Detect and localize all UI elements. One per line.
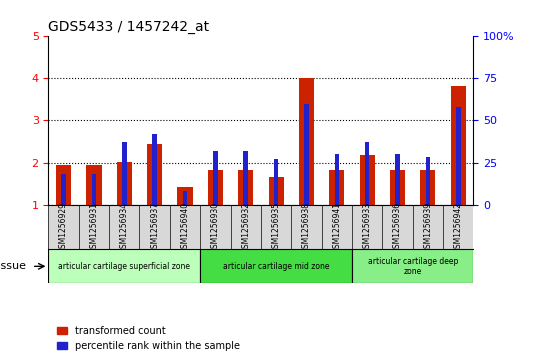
Bar xyxy=(122,142,126,205)
Bar xyxy=(329,170,344,205)
Text: tissue: tissue xyxy=(0,261,27,271)
Bar xyxy=(91,174,96,205)
Text: GSM1256934: GSM1256934 xyxy=(120,201,129,253)
Bar xyxy=(365,142,370,205)
Text: GSM1256940: GSM1256940 xyxy=(181,201,189,253)
Bar xyxy=(147,144,162,205)
Bar xyxy=(56,166,71,205)
Bar xyxy=(456,107,461,205)
Text: GSM1256935: GSM1256935 xyxy=(272,201,281,253)
Text: GDS5433 / 1457242_at: GDS5433 / 1457242_at xyxy=(48,20,209,34)
Bar xyxy=(183,191,187,205)
Text: GSM1256941: GSM1256941 xyxy=(332,201,341,253)
Text: GSM1256942: GSM1256942 xyxy=(454,201,463,253)
Bar xyxy=(426,158,430,205)
Bar xyxy=(238,170,253,205)
Bar xyxy=(352,249,473,283)
Bar xyxy=(200,249,352,283)
Bar xyxy=(61,174,66,205)
Bar xyxy=(395,154,400,205)
Bar xyxy=(451,86,466,205)
Bar xyxy=(299,78,314,205)
Bar xyxy=(359,155,375,205)
Text: GSM1256937: GSM1256937 xyxy=(150,201,159,253)
Text: GSM1256930: GSM1256930 xyxy=(211,201,220,253)
Legend: transformed count, percentile rank within the sample: transformed count, percentile rank withi… xyxy=(53,322,244,355)
Text: GSM1256936: GSM1256936 xyxy=(393,201,402,253)
Bar xyxy=(335,154,339,205)
Bar xyxy=(274,159,278,205)
Text: articular cartilage mid zone: articular cartilage mid zone xyxy=(223,262,329,271)
Bar xyxy=(244,151,248,205)
Text: articular cartilage superficial zone: articular cartilage superficial zone xyxy=(58,262,190,271)
Bar xyxy=(390,170,405,205)
Text: GSM1256931: GSM1256931 xyxy=(89,201,98,253)
Bar xyxy=(208,170,223,205)
Text: GSM1256932: GSM1256932 xyxy=(241,201,250,253)
Bar xyxy=(152,134,157,205)
Bar xyxy=(420,170,435,205)
Text: GSM1256933: GSM1256933 xyxy=(363,201,372,253)
Text: GSM1256929: GSM1256929 xyxy=(59,201,68,253)
Text: GSM1256938: GSM1256938 xyxy=(302,201,311,253)
Text: GSM1256939: GSM1256939 xyxy=(423,201,433,253)
Bar xyxy=(268,177,284,205)
Text: articular cartilage deep
zone: articular cartilage deep zone xyxy=(367,257,458,276)
Bar xyxy=(213,151,218,205)
Bar xyxy=(178,187,193,205)
Bar xyxy=(48,249,200,283)
Bar xyxy=(304,103,309,205)
Bar xyxy=(87,166,102,205)
Bar xyxy=(117,162,132,205)
